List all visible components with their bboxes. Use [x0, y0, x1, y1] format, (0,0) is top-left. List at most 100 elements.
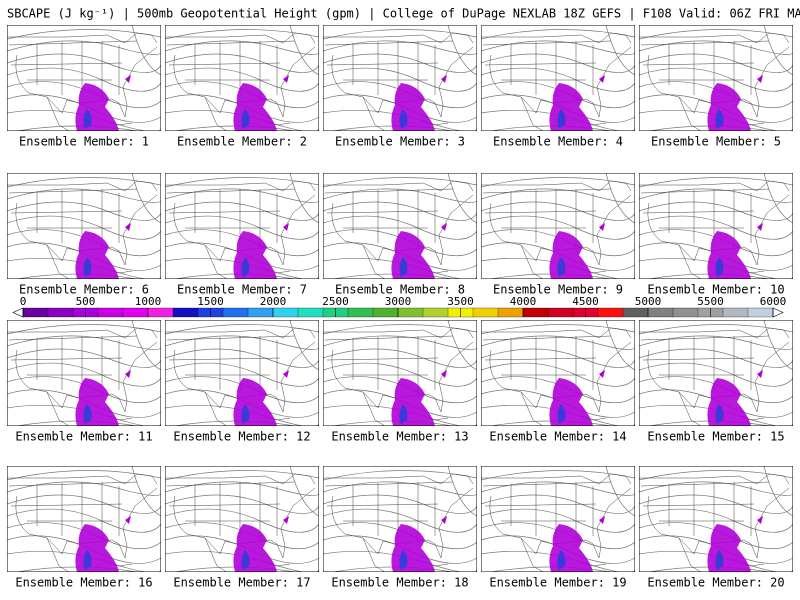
panel-label: Ensemble Member: 7	[177, 283, 307, 297]
map	[639, 173, 793, 279]
map-panel: Ensemble Member: 9	[481, 173, 635, 297]
map	[7, 173, 161, 279]
map-panel: Ensemble Member: 13	[323, 320, 477, 444]
map-panel: Ensemble Member: 17	[165, 466, 319, 590]
map	[165, 25, 319, 131]
colorbar-swatch	[372, 307, 399, 318]
panel-label: Ensemble Member: 2	[177, 135, 307, 149]
map	[7, 25, 161, 131]
map	[639, 25, 793, 131]
colorbar-swatch	[272, 307, 299, 318]
colorbar-swatch	[222, 307, 249, 318]
map-panel: Ensemble Member: 1	[7, 25, 161, 149]
map-panel: Ensemble Member: 7	[165, 173, 319, 297]
map-panel: Ensemble Member: 3	[323, 25, 477, 149]
colorbar-label: 5000	[635, 295, 662, 308]
colorbar-swatch	[422, 307, 449, 318]
panel-label: Ensemble Member: 11	[15, 430, 152, 444]
map	[323, 466, 477, 572]
colorbar-swatch	[397, 307, 424, 318]
colorbar-label: 4000	[510, 295, 537, 308]
map-panel: Ensemble Member: 6	[7, 173, 161, 297]
panel-label: Ensemble Member: 5	[651, 135, 781, 149]
colorbar-swatch	[722, 307, 749, 318]
map-panel: Ensemble Member: 15	[639, 320, 793, 444]
colorbar-label: 3500	[447, 295, 474, 308]
panel-label: Ensemble Member: 12	[173, 430, 310, 444]
map	[7, 320, 161, 426]
map-panel: Ensemble Member: 14	[481, 320, 635, 444]
map	[323, 320, 477, 426]
map	[481, 466, 635, 572]
panel-label: Ensemble Member: 13	[331, 430, 468, 444]
colorbar-swatch	[747, 307, 774, 318]
map	[481, 173, 635, 279]
colorbar-label: 6000	[760, 295, 787, 308]
map	[165, 173, 319, 279]
map-panel: Ensemble Member: 12	[165, 320, 319, 444]
colorbar-swatch	[22, 307, 49, 318]
colorbar-swatch	[122, 307, 149, 318]
map	[481, 320, 635, 426]
panel-label: Ensemble Member: 9	[493, 283, 623, 297]
map-panel: Ensemble Member: 19	[481, 466, 635, 590]
panel-grid: Ensemble Member: 1 Ensemble Member: 2 Ense…	[7, 25, 793, 590]
map-panel: Ensemble Member: 2	[165, 25, 319, 149]
panel-label: Ensemble Member: 6	[19, 283, 149, 297]
colorbar-swatch	[347, 307, 374, 318]
colorbar-swatch	[497, 307, 524, 318]
map	[639, 320, 793, 426]
colorbar-label: 5500	[697, 295, 724, 308]
panel-label: Ensemble Member: 17	[173, 576, 310, 590]
map-panel: Ensemble Member: 16	[7, 466, 161, 590]
panel-label: Ensemble Member: 3	[335, 135, 465, 149]
colorbar-label: 1500	[197, 295, 224, 308]
colorbar-swatch	[297, 307, 324, 318]
colorbar-swatch	[147, 307, 174, 318]
panel-label: Ensemble Member: 20	[647, 576, 784, 590]
colorbar-swatch	[472, 307, 499, 318]
colorbar-arrow	[12, 307, 24, 318]
panel-label: Ensemble Member: 15	[647, 430, 784, 444]
map-panel: Ensemble Member: 11	[7, 320, 161, 444]
map-panel: Ensemble Member: 20	[639, 466, 793, 590]
colorbar-label: 2500	[322, 295, 349, 308]
panel-label: Ensemble Member: 4	[493, 135, 623, 149]
map-panel: Ensemble Member: 4	[481, 25, 635, 149]
colorbar-swatch	[247, 307, 274, 318]
panel-label: Ensemble Member: 14	[489, 430, 626, 444]
map	[165, 320, 319, 426]
colorbar-label: 0	[20, 295, 27, 308]
colorbar-swatch	[597, 307, 624, 318]
map	[323, 25, 477, 131]
colorbar-arrow	[772, 307, 784, 318]
panel-label: Ensemble Member: 1	[19, 135, 149, 149]
panel-label: Ensemble Member: 16	[15, 576, 152, 590]
map	[639, 466, 793, 572]
map	[323, 173, 477, 279]
colorbar-swatch	[522, 307, 549, 318]
map-panel: Ensemble Member: 18	[323, 466, 477, 590]
colorbar-label: 4500	[572, 295, 599, 308]
colorbar-swatch	[547, 307, 574, 318]
colorbar-swatch	[172, 307, 199, 318]
map-panel: Ensemble Member: 5	[639, 25, 793, 149]
colorbar-label: 500	[76, 295, 96, 308]
map	[7, 466, 161, 572]
colorbar: 0 500 1000 1500 2000 2500 3000 3500 4000 4500 5000…	[12, 295, 787, 318]
map	[481, 25, 635, 131]
map-panel: Ensemble Member: 10	[639, 173, 793, 297]
colorbar-swatch	[672, 307, 699, 318]
panel-label: Ensemble Member: 10	[647, 283, 784, 297]
colorbar-label: 3000	[385, 295, 412, 308]
colorbar-swatch	[47, 307, 74, 318]
colorbar-label: 2000	[260, 295, 287, 308]
panel-label: Ensemble Member: 18	[331, 576, 468, 590]
map-panel: Ensemble Member: 8	[323, 173, 477, 297]
panel-label: Ensemble Member: 8	[335, 283, 465, 297]
colorbar-swatch	[97, 307, 124, 318]
panel-label: Ensemble Member: 19	[489, 576, 626, 590]
colorbar-swatch	[647, 307, 674, 318]
colorbar-label: 1000	[135, 295, 162, 308]
